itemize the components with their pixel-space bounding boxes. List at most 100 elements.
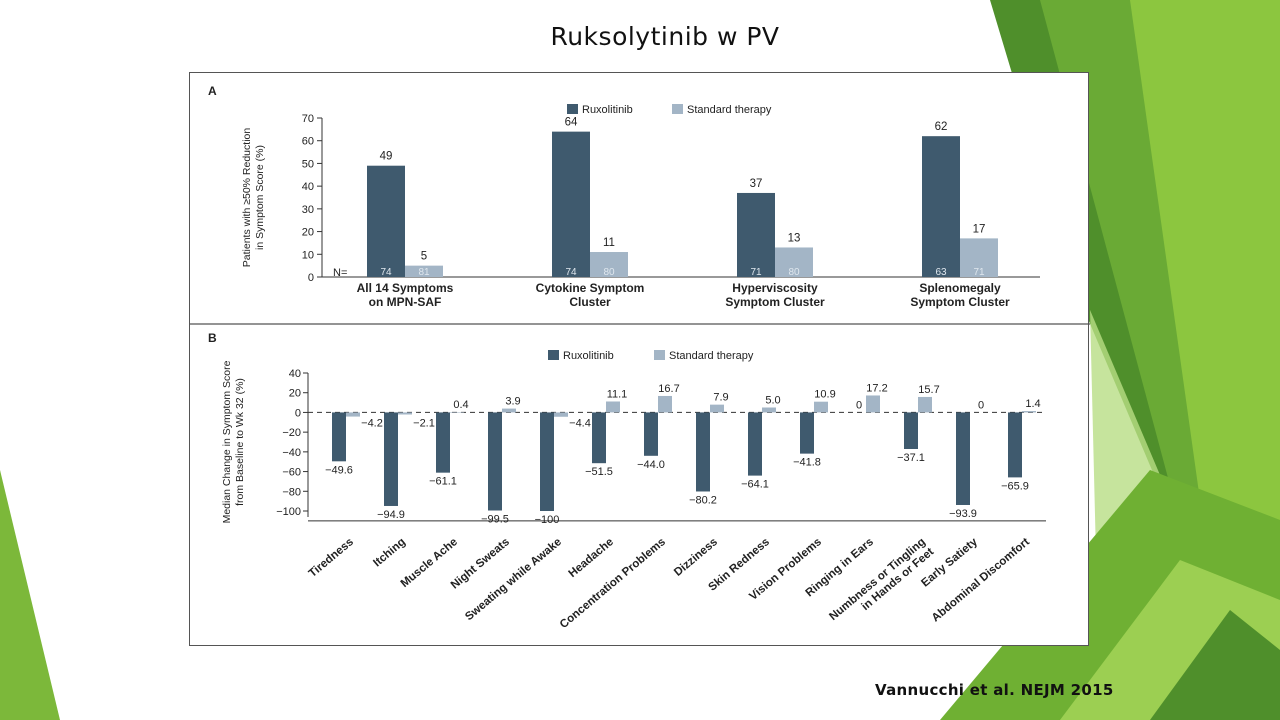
- legend-label-ruxolitinib: Ruxolitinib: [582, 104, 633, 116]
- bar-ruxolitinib: [696, 412, 710, 492]
- panel-a-legend: Ruxolitinib Standard therapy: [567, 104, 772, 116]
- data-label-standard: 0.4: [453, 399, 468, 411]
- panel-a-n-label: N=: [333, 267, 347, 279]
- data-label-standard: 15.7: [918, 384, 939, 396]
- data-label-ruxolitinib: −51.5: [585, 466, 613, 478]
- bar-ruxolitinib: [367, 165, 405, 277]
- bar-ruxolitinib: [956, 412, 970, 505]
- panel-a-label: A: [208, 84, 217, 98]
- panel-a-category-label: Cluster: [569, 295, 611, 309]
- n-label-standard: 80: [603, 267, 615, 278]
- panel-a-category-label: Cytokine Symptom: [536, 281, 645, 295]
- bar-ruxolitinib: [384, 412, 398, 506]
- bar-ruxolitinib: [540, 412, 554, 511]
- bar-ruxolitinib: [592, 412, 606, 464]
- n-label-ruxolitinib: 63: [935, 267, 947, 278]
- panel-b-group: −80.2 7.9 Dizziness: [672, 392, 729, 579]
- data-label-ruxolitinib: 37: [750, 178, 763, 190]
- panel-a-category-label: Hyperviscosity: [732, 281, 818, 295]
- panel-b-category-label: Itching: [371, 536, 408, 569]
- bar-standard: [398, 412, 412, 415]
- bar-standard: [1022, 411, 1036, 413]
- citation: Vannucchi et al. NEJM 2015: [875, 681, 1114, 699]
- data-label-standard: 0: [978, 399, 984, 411]
- bar-standard: [606, 401, 620, 413]
- data-label-standard: 7.9: [713, 392, 728, 404]
- panel-a-category-label: Splenomegaly: [919, 281, 1001, 295]
- panel-b-y-tick-label: 20: [289, 388, 301, 400]
- data-label-ruxolitinib: −65.9: [1001, 480, 1029, 492]
- n-label-standard: 71: [973, 267, 985, 278]
- slide-title: Ruksolytinib w PV: [550, 22, 780, 51]
- legend-swatch-standard: [672, 104, 683, 114]
- panel-b-category-label: Sweating while Awake: [463, 536, 564, 623]
- data-label-ruxolitinib: 49: [380, 151, 393, 163]
- bar-standard: [554, 412, 568, 417]
- data-label-ruxolitinib: −61.1: [429, 476, 457, 488]
- data-label-standard: −4.2: [361, 417, 383, 429]
- panel-b-category-label: Concentration Problems: [558, 536, 668, 631]
- data-label-standard: 3.9: [505, 396, 520, 408]
- bar-ruxolitinib: [748, 412, 762, 476]
- data-label-standard: 11: [603, 237, 615, 249]
- data-label-ruxolitinib: −64.1: [741, 479, 769, 491]
- panel-b-group: −49.6 −4.2 Tiredness: [307, 412, 383, 580]
- bar-standard: [450, 412, 464, 413]
- panel-b-group: −94.9 −2.1 Itching: [371, 412, 435, 569]
- legend-swatch-ruxolitinib: [548, 350, 559, 360]
- data-label-standard: −2.1: [413, 417, 435, 429]
- legend-swatch-standard: [654, 350, 665, 360]
- data-label-standard: 5.0: [765, 395, 780, 407]
- panel-a-category-label: on MPN-SAF: [369, 295, 442, 309]
- data-label-standard: 16.7: [658, 383, 679, 395]
- data-label-standard: 5: [421, 251, 427, 263]
- panel-b-y-tick-label: −80: [282, 486, 301, 498]
- bar-standard: [502, 408, 516, 413]
- bar-standard: [866, 395, 880, 413]
- data-label-ruxolitinib: −41.8: [793, 457, 821, 469]
- panel-a-y-tick-label: 10: [302, 249, 314, 261]
- bar-ruxolitinib: [904, 412, 918, 449]
- legend-swatch-ruxolitinib: [567, 104, 578, 114]
- panel-b-group: −65.9 1.4 Abdominal Discomfort: [930, 398, 1041, 624]
- data-label-standard: 17.2: [866, 382, 887, 394]
- panel-a-category-label: All 14 Symptoms: [357, 281, 454, 295]
- bar-standard: [814, 401, 828, 413]
- n-label-standard: 81: [418, 267, 430, 278]
- data-label-ruxolitinib: 64: [565, 117, 578, 129]
- panel-b-y-tick-label: 0: [295, 407, 301, 419]
- panel-b-category-label: Abdominal Discomfort: [930, 536, 1032, 625]
- n-label-ruxolitinib: 74: [380, 267, 392, 278]
- panel-b-label: B: [208, 331, 217, 345]
- panel-b-category-label: Tiredness: [307, 536, 356, 580]
- bg-green-bottom-deep: [1150, 610, 1280, 720]
- panel-b-category-label: Numbness or Tinglingin Hands or Feet: [827, 536, 936, 633]
- data-label-ruxolitinib: −99.5: [481, 514, 509, 526]
- figure-panel: A Ruxolitinib Standard therapy 0 10 20 30 40 50 6…: [189, 72, 1090, 646]
- legend-label-standard: Standard therapy: [669, 350, 754, 362]
- data-label-ruxolitinib: −94.9: [377, 509, 405, 521]
- panel-b-category-label: Headache: [567, 536, 616, 580]
- data-label-standard: 13: [788, 232, 801, 244]
- panel-a-y-tick-label: 60: [302, 136, 314, 148]
- n-label-ruxolitinib: 74: [565, 267, 577, 278]
- bar-standard: [762, 407, 776, 413]
- panel-a-y-tick-label: 20: [302, 227, 314, 239]
- bar-ruxolitinib: [488, 412, 502, 511]
- data-label-standard: 10.9: [814, 389, 835, 401]
- panel-b-y-axis-label: Median Change in Symptom Scorefrom Basel…: [221, 360, 246, 523]
- data-label-ruxolitinib: −100: [535, 514, 560, 526]
- panel-b-y-tick-label: −60: [282, 467, 301, 479]
- panel-a-category-label: Symptom Cluster: [910, 295, 1010, 309]
- panel-a-y-tick-label: 70: [302, 113, 314, 125]
- panel-a-y-tick-label: 0: [308, 272, 314, 284]
- bar-ruxolitinib: [436, 412, 450, 473]
- panel-a-y-tick-label: 30: [302, 204, 314, 216]
- bar-standard: [405, 265, 443, 277]
- bar-standard: [775, 247, 813, 277]
